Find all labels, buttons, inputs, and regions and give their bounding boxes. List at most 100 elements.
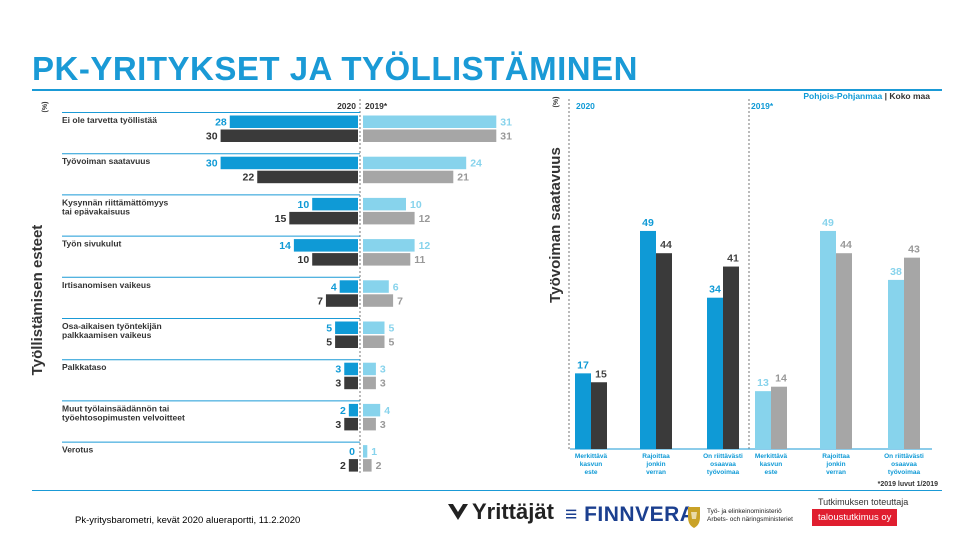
vbar-category-label: työvoimaa	[707, 469, 740, 476]
bar-label-2019-region: 3	[380, 364, 386, 376]
bar-label-2020-region: 10	[298, 199, 310, 211]
bar-2019-region	[363, 403, 381, 417]
left-category-label: Työn sivukulut	[62, 239, 122, 249]
bar-2020-region	[220, 156, 358, 170]
bar-2019-region	[363, 362, 376, 376]
finnvera-logo-text: FINNVERA	[584, 503, 696, 526]
vbar-category-label: kasvun	[580, 461, 602, 468]
bar-2019-region	[363, 321, 385, 334]
bar-label-2019-country: 5	[389, 337, 395, 349]
bar-2020-country	[344, 417, 358, 431]
bar-2020-country	[344, 376, 358, 390]
bar-2020-region	[293, 239, 358, 252]
left-category-label: Irtisanomisen vaikeus	[62, 280, 151, 290]
page-title: PK-YRITYKSET JA TYÖLLISTÄMINEN	[32, 50, 638, 87]
bar-2020-country	[289, 211, 358, 225]
bar-label-2020-region: 3	[335, 364, 341, 376]
vbar-category-label: verran	[646, 469, 666, 476]
bar-label-2020-region: 28	[215, 117, 227, 129]
vbar-region	[820, 230, 836, 449]
left-category-label: Työvoiman saatavuus	[62, 156, 150, 166]
yrittajat-logo-text: Yrittäjät	[472, 499, 554, 524]
left-category-label: tai epävakaisuus	[62, 206, 130, 216]
vbar-category-label: On riittävästi	[884, 453, 924, 460]
bar-2019-country	[363, 376, 376, 390]
bar-label-2020-country: 5	[326, 337, 332, 349]
vbar-label-region: 49	[822, 217, 834, 229]
bar-label-2020-region: 4	[331, 281, 337, 293]
vbar-country	[771, 386, 787, 449]
bar-label-2019-country: 12	[419, 213, 431, 225]
bar-2019-region	[363, 115, 497, 128]
bar-2020-region	[312, 197, 358, 211]
footer-divider	[32, 490, 942, 491]
yrittajat-mark-icon	[448, 504, 468, 520]
bar-2019-region	[363, 197, 406, 211]
lion-crest-icon	[688, 507, 700, 528]
vbar-category-label: Rajoittaa	[642, 453, 670, 460]
vbar-region	[640, 230, 656, 449]
legend-country: Koko maa	[889, 91, 930, 101]
bar-label-2020-country: 3	[335, 419, 341, 431]
bar-label-2019-region: 1	[371, 446, 377, 458]
bar-2020-country	[348, 459, 358, 472]
tem-line1: Työ- ja elinkeinoministeriö	[707, 508, 782, 515]
yrittajat-logo: Yrittäjät	[447, 499, 554, 525]
bar-2019-country	[363, 459, 372, 472]
bar-label-2020-country: 10	[298, 254, 310, 266]
right-chart-footnote: *2019 luvut 1/2019	[878, 481, 938, 488]
right-group-label: 2019*	[751, 101, 774, 111]
tem-logo-text: Työ- ja elinkeinoministeriö Arbets- och …	[707, 508, 793, 524]
bar-label-2019-country: 21	[457, 172, 469, 184]
finnvera-logo: ≡ FINNVERA	[565, 503, 695, 527]
left-col-header-2019: 2019*	[365, 101, 388, 111]
vbar-country	[723, 266, 739, 449]
bar-label-2020-region: 0	[349, 446, 355, 458]
vbar-category-label: Rajoittaa	[822, 453, 850, 460]
bar-label-2020-country: 2	[340, 460, 346, 472]
left-chart-unit: (%)	[42, 102, 49, 113]
vbar-label-region: 17	[577, 359, 589, 371]
vbar-category-label: Merkittävä	[575, 453, 608, 460]
bar-2020-region	[344, 362, 358, 376]
vbar-label-region: 13	[757, 377, 769, 389]
vbar-region	[575, 373, 591, 449]
vbar-label-country: 44	[660, 239, 672, 251]
bar-2019-country	[363, 335, 385, 348]
bar-label-2020-region: 5	[326, 323, 332, 335]
source-note: Pk-yritysbarometri, kevät 2020 aluerapor…	[75, 515, 301, 526]
vbar-country	[836, 253, 852, 449]
left-col-header-2020: 2020	[337, 101, 356, 111]
legend-separator: |	[882, 91, 889, 101]
vbar-region	[707, 297, 723, 449]
bar-2020-country	[325, 294, 358, 307]
vbar-region	[888, 279, 904, 449]
vbar-label-region: 38	[890, 266, 902, 278]
right-chart-unit: (%)	[553, 97, 560, 108]
vbar-country	[904, 257, 920, 449]
bar-label-2020-country: 7	[317, 295, 323, 307]
vbar-category-label: työvoimaa	[888, 469, 921, 476]
bar-2019-country	[363, 294, 394, 307]
bar-2019-country	[363, 211, 415, 225]
bar-2020-region	[229, 115, 358, 128]
bar-2020-region	[348, 403, 358, 417]
bar-label-2019-region: 5	[389, 323, 395, 335]
bar-2019-country	[363, 170, 454, 184]
vbar-category-label: verran	[826, 469, 846, 476]
bar-label-2020-country: 30	[206, 131, 218, 143]
legend-region: Pohjois-Pohjanmaa	[803, 91, 882, 101]
bar-2019-region	[363, 445, 368, 458]
taloustutkimus-logo: taloustutkimus oy	[812, 509, 898, 526]
right-chart-ylabel: Työvoiman saatavuus	[547, 147, 564, 303]
bar-label-2020-region: 30	[206, 158, 218, 170]
vbar-category-label: este	[584, 469, 597, 476]
vbar-category-label: osaavaa	[710, 461, 736, 468]
vbar-label-country: 15	[595, 368, 607, 380]
bar-label-2019-country: 7	[397, 295, 403, 307]
bar-label-2019-country: 3	[380, 378, 386, 390]
left-category-label: Verotus	[62, 445, 93, 455]
bar-label-2020-country: 15	[275, 213, 287, 225]
bar-2019-country	[363, 253, 411, 266]
